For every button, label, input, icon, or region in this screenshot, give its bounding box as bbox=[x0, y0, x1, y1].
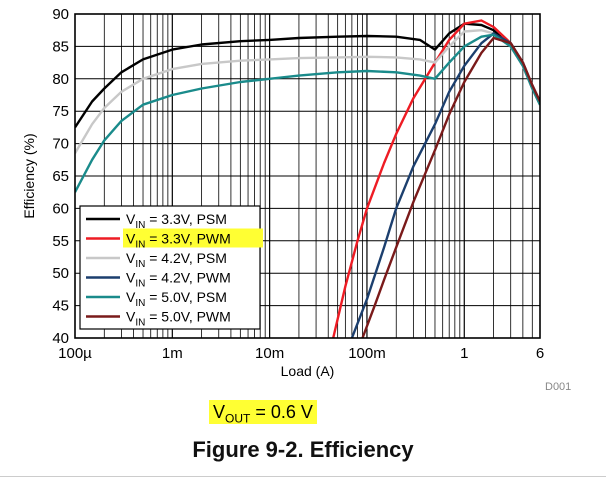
y-tick-label: 80 bbox=[52, 71, 69, 88]
x-axis-title: Load (A) bbox=[281, 363, 335, 379]
series-line-2 bbox=[332, 19, 540, 338]
y-tick-label: 65 bbox=[52, 168, 69, 185]
legend-item: VIN = 4.2V, PSM bbox=[86, 250, 227, 270]
y-tick-label: 90 bbox=[52, 6, 69, 23]
x-tick-label: 6 bbox=[536, 345, 544, 362]
legend-box bbox=[79, 205, 261, 330]
vout-annotation: VOUT = 0.6 V bbox=[209, 400, 317, 426]
legend-item: VIN = 5.0V, PWM bbox=[86, 309, 231, 329]
y-tick-label: 60 bbox=[52, 200, 69, 217]
plot-frame bbox=[74, 13, 541, 339]
x-tick-label: 1m bbox=[162, 345, 183, 362]
tick-labels: 40 45 50 55 60 65 70 75 80 85 90 100µ 1m 10m 100m 1 6 bbox=[52, 6, 544, 362]
y-tick-label: 75 bbox=[52, 103, 69, 120]
legend-item: VIN = 5.0V, PSM bbox=[86, 289, 227, 309]
legend-label: VIN = 5.0V, PWM bbox=[126, 309, 231, 329]
x-tick-label: 1 bbox=[460, 345, 468, 362]
divider bbox=[0, 476, 606, 477]
legend-highlight bbox=[123, 228, 263, 248]
figure-code: D001 bbox=[545, 381, 571, 393]
x-tick-label: 10m bbox=[255, 345, 284, 362]
series-line-6 bbox=[361, 36, 540, 338]
series-line-3 bbox=[75, 29, 540, 154]
x-tick-label: 100m bbox=[348, 345, 386, 362]
vout-value: = 0.6 V bbox=[250, 402, 313, 422]
vout-subscript: OUT bbox=[225, 411, 251, 426]
legend-label: VIN = 3.3V, PWM bbox=[126, 231, 231, 251]
series-lines bbox=[75, 19, 540, 338]
legend-label: VIN = 4.2V, PWM bbox=[126, 270, 231, 290]
legend-item: VIN = 4.2V, PWM bbox=[86, 270, 231, 290]
figure-caption: Figure 9-2. Efficiency bbox=[192, 437, 414, 462]
efficiency-chart: 40 45 50 55 60 65 70 75 80 85 90 100µ 1m 10m 100m 1 6 Lo… bbox=[21, 6, 571, 393]
y-tick-label: 45 bbox=[52, 298, 69, 315]
legend-label: VIN = 4.2V, PSM bbox=[126, 250, 227, 270]
legend-label: VIN = 5.0V, PSM bbox=[126, 289, 227, 309]
legend-item: VIN = 3.3V, PSM bbox=[86, 211, 227, 231]
legend-item: VIN = 3.3V, PWM bbox=[86, 228, 263, 251]
y-tick-label: 50 bbox=[52, 265, 69, 282]
legend-label: VIN = 3.3V, PSM bbox=[126, 211, 227, 231]
y-tick-label: 55 bbox=[52, 233, 69, 250]
vout-symbol: V bbox=[213, 402, 226, 422]
y-tick-label: 40 bbox=[52, 330, 69, 347]
x-tick-label: 100µ bbox=[58, 345, 92, 362]
y-axis-title: Efficiency (%) bbox=[21, 133, 37, 218]
y-tick-label: 70 bbox=[52, 136, 69, 153]
y-tick-label: 85 bbox=[52, 38, 69, 55]
